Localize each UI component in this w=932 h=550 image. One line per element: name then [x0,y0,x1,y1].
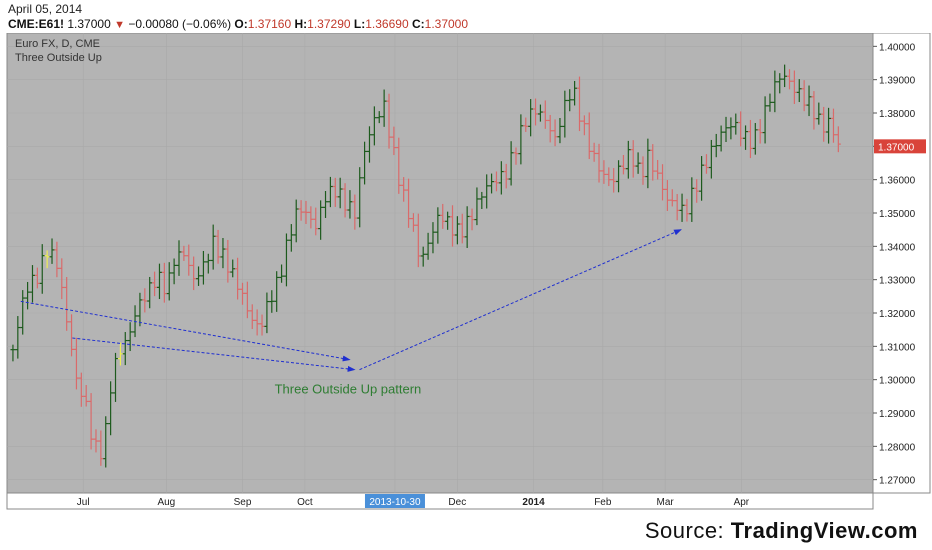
source-prefix: Source: [644,518,731,543]
price-tick-label: 1.28000 [879,442,916,453]
chart-date: April 05, 2014 [8,2,83,16]
down-arrow-icon: ▼ [114,19,125,31]
price-tick-label: 1.35000 [879,209,916,220]
open-label: O: [234,17,248,31]
price-tick-label: 1.39000 [879,76,916,87]
high-value: 1.37290 [307,17,351,31]
price-tick-label: 1.33000 [879,276,916,287]
price-tick-label: 1.27000 [879,476,916,487]
price-tick-label: 1.34000 [879,242,916,253]
open-value: 1.37160 [247,17,292,31]
time-tick-label: Dec [448,497,466,508]
price-chart[interactable]: 1.40000 1.39000 1.38000 1.37000 1.36000 1.350… [0,33,932,513]
time-tick-label: 2014 [522,497,545,508]
annotation-label: Three Outside Up pattern [275,382,422,397]
price-tick-label: 1.36000 [879,176,916,187]
time-tick-label: Jul [77,497,90,508]
price-tick-label: 1.29000 [879,409,916,420]
quote-summary: CME:E61! 1.37000 ▼ −0.00080 (−0.06%) O:1… [8,17,468,31]
close-value: 1.37000 [424,17,469,31]
price-tick-label: 1.40000 [879,42,916,53]
price-axis[interactable] [872,33,931,494]
source-brand: TradingView.com [730,518,918,543]
time-tick-label: Oct [297,497,313,508]
price-change: −0.00080 (−0.06%) [128,17,232,31]
last-price-tag [874,139,926,154]
annotation-arrow [72,337,356,372]
crosshair-date-tag [364,494,425,508]
time-tick-label: Sep [234,497,252,508]
time-tick-label: Feb [594,497,612,508]
last-price-tag-label: 1.37000 [878,142,915,153]
time-axis[interactable] [6,492,874,510]
low-label: L: [353,17,366,31]
source-credit: Source: TradingView.com [645,518,918,544]
price-tick-label: 1.32000 [879,309,916,320]
low-value: 1.36690 [365,17,409,31]
close-label: C: [411,17,425,31]
annotation-arrow [359,229,682,371]
price-tick-label: 1.38000 [879,109,916,120]
time-tick-label: Mar [657,497,675,508]
price-tick-label: 1.30000 [879,376,916,387]
chart-title: Euro FX, D, CME [15,38,100,50]
price-tick-label: 1.31000 [879,342,916,353]
symbol-label[interactable]: CME:E61! [8,17,65,31]
last-price: 1.37000 [67,17,111,31]
time-tick-label: 2013-10-30 [369,497,421,508]
chart-subtitle: Three Outside Up [15,52,102,64]
time-tick-label: Aug [157,497,175,508]
annotation-arrow [20,300,351,362]
plot-background [6,33,874,494]
time-tick-label: Apr [734,497,750,508]
high-label: H: [294,17,308,31]
